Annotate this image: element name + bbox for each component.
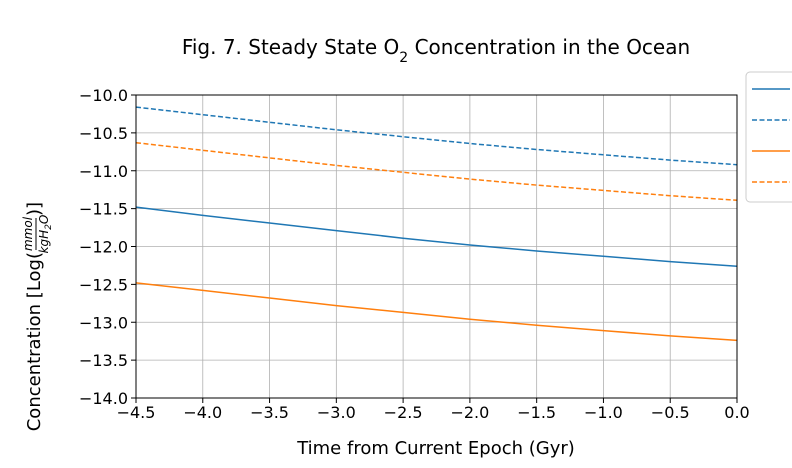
- x-tick-label: −2.5: [384, 403, 423, 422]
- y-tick-label: −12.0: [79, 238, 128, 257]
- y-tick-label: −14.0: [79, 389, 128, 408]
- y-tick-label: −11.5: [79, 200, 128, 219]
- chart-title: Fig. 7. Steady State O2 Concentration in…: [182, 35, 690, 66]
- y-axis-label-numerator: mmol: [21, 216, 35, 251]
- y-axis-label-den-end: O: [37, 215, 51, 224]
- x-tick-label: 0.0: [724, 403, 749, 422]
- legend-frame: [745, 71, 792, 203]
- y-tick-label: −10.5: [79, 124, 128, 143]
- y-tick-label: −13.5: [79, 351, 128, 370]
- x-tick-label: −2.0: [450, 403, 489, 422]
- x-tick-label: −3.5: [250, 403, 289, 422]
- legend-entries: [752, 88, 790, 183]
- legend: [745, 71, 792, 203]
- y-tick-label: −13.0: [79, 313, 128, 332]
- x-tick-label: −0.5: [651, 403, 690, 422]
- y-axis-label-denominator: kgH2O: [37, 215, 54, 254]
- chart-title-main: Fig. 7. Steady State O: [182, 35, 399, 59]
- x-tick-label: −3.0: [317, 403, 356, 422]
- y-axis-label: Concentration [Log( mmol kgH2O )]: [21, 202, 54, 431]
- y-axis-label-den-main: kgH: [37, 230, 51, 254]
- y-axis-label-den-subscript: 2: [44, 224, 54, 230]
- x-axis-label: Time from Current Epoch (Gyr): [296, 438, 575, 459]
- series-lines: [135, 106, 738, 342]
- y-axis-ticks: −10.0 −10.5 −11.0 −11.5 −12.0 −12.5 −13.0 −13.5…: [79, 86, 136, 408]
- chart-title-suffix: Concentration in the Ocean: [408, 35, 690, 59]
- series-line-2: [135, 106, 738, 166]
- x-tick-label: −4.0: [183, 403, 222, 422]
- y-tick-label: −11.0: [79, 162, 128, 181]
- y-tick-label: −12.5: [79, 275, 128, 294]
- x-tick-label: −4.5: [117, 403, 156, 422]
- y-axis-label-suffix: )]: [24, 202, 45, 216]
- series-line-3: [135, 282, 738, 342]
- y-axis-label-prefix: Concentration [Log(: [24, 252, 45, 431]
- x-tick-label: −1.0: [584, 403, 623, 422]
- chart-title-subscript: 2: [399, 50, 408, 66]
- series-line-1: [135, 206, 738, 267]
- x-tick-label: −1.5: [517, 403, 556, 422]
- series-line-4: [135, 141, 738, 202]
- y-tick-label: −10.0: [79, 86, 128, 105]
- x-axis-ticks: −4.5 −4.0 −3.5 −3.0 −2.5 −2.0 −1.5 −1.0 −0.5 0.0: [117, 398, 750, 422]
